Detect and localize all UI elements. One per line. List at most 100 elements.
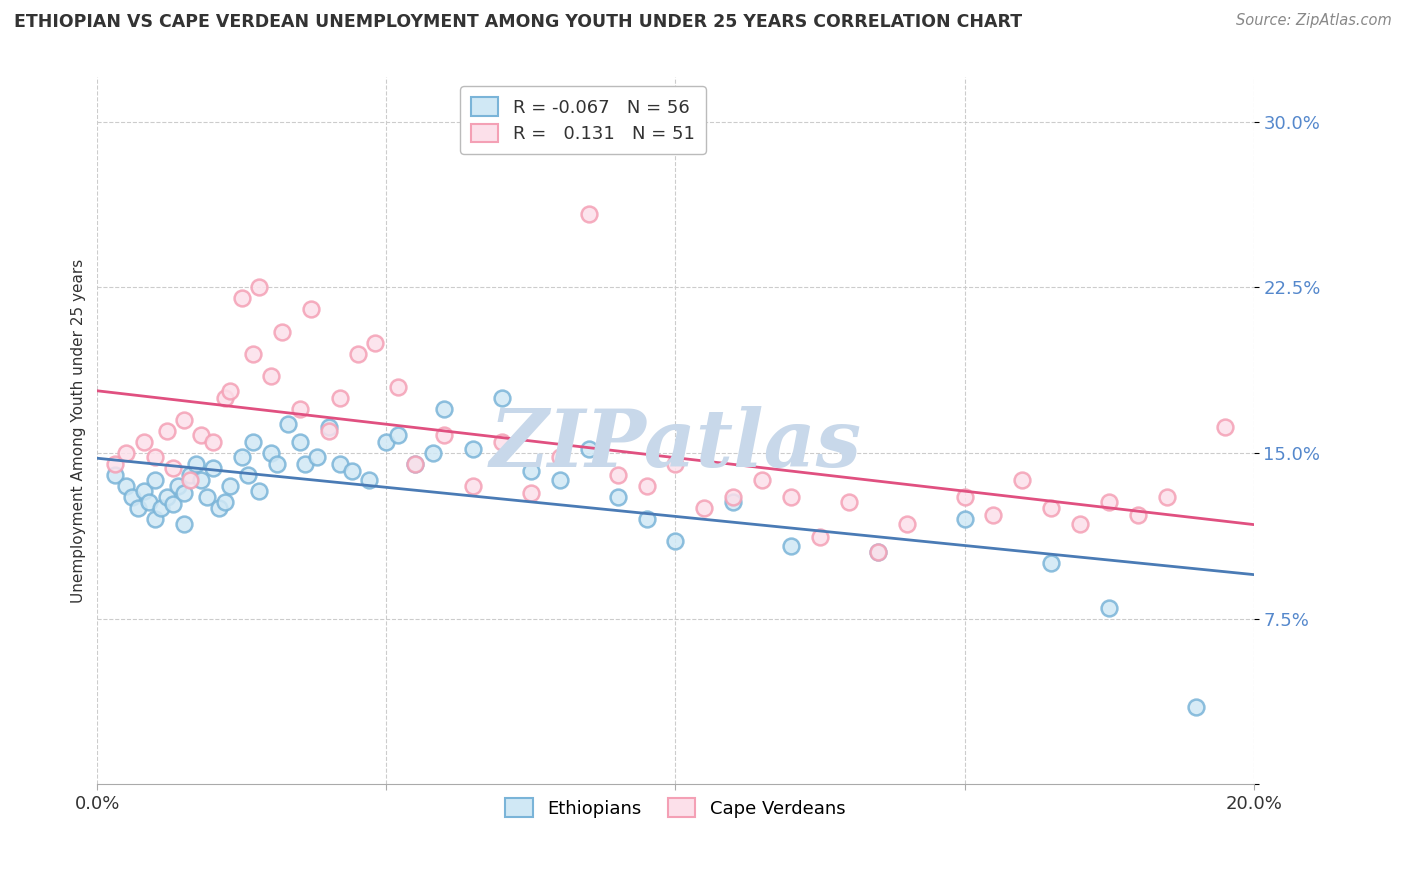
Point — [167, 479, 190, 493]
Point — [636, 512, 658, 526]
Point — [132, 483, 155, 498]
Point — [201, 434, 224, 449]
Point — [1040, 557, 1063, 571]
Point — [260, 446, 283, 460]
Point — [387, 428, 409, 442]
Point — [115, 446, 138, 460]
Point — [242, 434, 264, 449]
Point — [214, 494, 236, 508]
Point — [219, 479, 242, 493]
Point — [173, 485, 195, 500]
Point — [1156, 490, 1178, 504]
Point — [294, 457, 316, 471]
Point — [115, 479, 138, 493]
Point — [247, 280, 270, 294]
Point — [236, 468, 259, 483]
Point — [404, 457, 426, 471]
Point — [201, 461, 224, 475]
Point — [983, 508, 1005, 522]
Point — [329, 457, 352, 471]
Point — [463, 479, 485, 493]
Point — [190, 473, 212, 487]
Point — [751, 473, 773, 487]
Point — [288, 401, 311, 416]
Point — [143, 512, 166, 526]
Point — [173, 516, 195, 531]
Point — [1213, 419, 1236, 434]
Point — [132, 434, 155, 449]
Point — [808, 530, 831, 544]
Point — [780, 490, 803, 504]
Point — [260, 368, 283, 383]
Point — [387, 380, 409, 394]
Point — [329, 391, 352, 405]
Point — [173, 413, 195, 427]
Point — [156, 490, 179, 504]
Point — [578, 442, 600, 456]
Point — [1098, 600, 1121, 615]
Point — [149, 501, 172, 516]
Point — [1011, 473, 1033, 487]
Point — [271, 325, 294, 339]
Point — [463, 442, 485, 456]
Point — [723, 490, 745, 504]
Point — [340, 464, 363, 478]
Point — [138, 494, 160, 508]
Point — [179, 473, 201, 487]
Point — [1040, 501, 1063, 516]
Point — [491, 391, 513, 405]
Point — [179, 468, 201, 483]
Point — [318, 419, 340, 434]
Point — [953, 512, 976, 526]
Point — [548, 450, 571, 465]
Point — [266, 457, 288, 471]
Point — [491, 434, 513, 449]
Point — [156, 424, 179, 438]
Point — [866, 545, 889, 559]
Point — [143, 450, 166, 465]
Point — [231, 292, 253, 306]
Point — [318, 424, 340, 438]
Text: ETHIOPIAN VS CAPE VERDEAN UNEMPLOYMENT AMONG YOUTH UNDER 25 YEARS CORRELATION CH: ETHIOPIAN VS CAPE VERDEAN UNEMPLOYMENT A… — [14, 13, 1022, 31]
Point — [520, 485, 543, 500]
Y-axis label: Unemployment Among Youth under 25 years: Unemployment Among Youth under 25 years — [72, 259, 86, 603]
Point — [195, 490, 218, 504]
Point — [242, 346, 264, 360]
Point — [375, 434, 398, 449]
Point — [121, 490, 143, 504]
Point — [162, 461, 184, 475]
Point — [866, 545, 889, 559]
Point — [636, 479, 658, 493]
Point — [422, 446, 444, 460]
Point — [723, 494, 745, 508]
Point — [247, 483, 270, 498]
Point — [578, 207, 600, 221]
Point — [664, 457, 686, 471]
Point — [404, 457, 426, 471]
Point — [219, 384, 242, 399]
Point — [190, 428, 212, 442]
Point — [357, 473, 380, 487]
Point — [277, 417, 299, 432]
Point — [299, 302, 322, 317]
Point — [520, 464, 543, 478]
Point — [127, 501, 149, 516]
Point — [184, 457, 207, 471]
Point — [231, 450, 253, 465]
Point — [896, 516, 918, 531]
Point — [606, 490, 628, 504]
Point — [288, 434, 311, 449]
Point — [433, 401, 456, 416]
Point — [104, 468, 127, 483]
Point — [953, 490, 976, 504]
Point — [1126, 508, 1149, 522]
Point — [693, 501, 716, 516]
Point — [364, 335, 387, 350]
Point — [838, 494, 860, 508]
Point — [433, 428, 456, 442]
Point — [305, 450, 328, 465]
Point — [208, 501, 231, 516]
Point — [104, 457, 127, 471]
Text: Source: ZipAtlas.com: Source: ZipAtlas.com — [1236, 13, 1392, 29]
Point — [1184, 700, 1206, 714]
